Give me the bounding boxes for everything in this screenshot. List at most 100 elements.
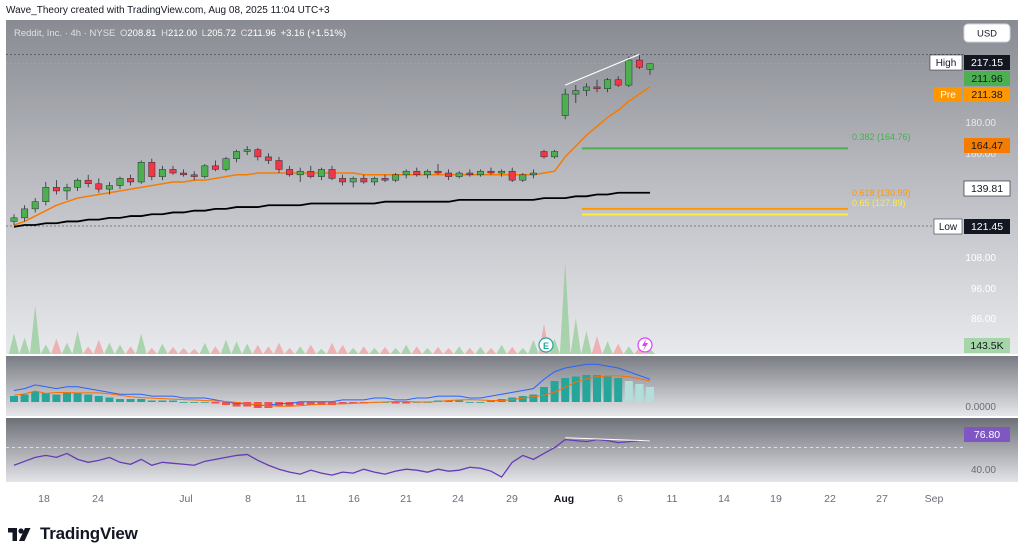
volume-bar bbox=[114, 344, 126, 354]
volume-bar bbox=[157, 343, 168, 354]
macd-hist-bar bbox=[211, 402, 220, 404]
volume-bar bbox=[40, 344, 52, 354]
candle-body bbox=[339, 178, 347, 183]
candle-body bbox=[604, 79, 612, 89]
symbol-name: Reddit, Inc. · 4h · NYSE bbox=[14, 28, 115, 39]
volume-bar bbox=[379, 346, 391, 354]
currency-button[interactable] bbox=[963, 23, 1011, 43]
macd-hist-bar bbox=[222, 402, 230, 405]
time-axis[interactable]: 18 24 Jul 8 11 16 21 24 29 Aug 6 11 14 19 22 27 Sep bbox=[38, 493, 943, 505]
volume-value: 143.5K bbox=[970, 340, 1003, 352]
last-price: 211.96 bbox=[971, 73, 1002, 85]
ohlc-legend: O208.81 H212.00 L205.72 C211.96 +3.16 (+… bbox=[120, 28, 346, 39]
footer: TradingView bbox=[8, 524, 138, 544]
volume-bar bbox=[390, 347, 401, 354]
volume-bar bbox=[326, 342, 338, 354]
rsi-line bbox=[13, 438, 650, 478]
macd-hist-bar bbox=[635, 384, 644, 402]
pre-label: Pre bbox=[940, 90, 956, 101]
time-axis-label: 27 bbox=[876, 493, 888, 505]
candle-body bbox=[296, 170, 304, 176]
resistance-trendline bbox=[564, 53, 640, 86]
pre-label-box bbox=[934, 87, 962, 102]
candle-body bbox=[508, 170, 516, 181]
volume-bar bbox=[506, 346, 518, 354]
chart-frame[interactable]: Reddit, Inc. · 4h · NYSE O208.81 H212.00… bbox=[6, 20, 1018, 510]
candle-body bbox=[137, 161, 145, 183]
candle-body bbox=[31, 201, 39, 210]
rsi-value: 76.80 bbox=[974, 429, 1000, 441]
time-axis-label: 6 bbox=[617, 493, 623, 505]
macd-hist-bar bbox=[455, 400, 464, 402]
volume-bar bbox=[602, 341, 613, 354]
volume-bar bbox=[82, 346, 94, 354]
chart-svg[interactable]: Reddit, Inc. · 4h · NYSE O208.81 H212.00… bbox=[6, 20, 1018, 510]
macd-zero-label: 0.0000 bbox=[965, 402, 996, 413]
price-tick-160: 160.00 bbox=[965, 149, 996, 160]
candle-body bbox=[52, 187, 60, 192]
candle-body bbox=[286, 169, 294, 176]
macd-hist-bar bbox=[624, 381, 633, 402]
lightning-glyph bbox=[642, 339, 648, 351]
fib-label-65: 0.65 (127.89) bbox=[852, 198, 906, 208]
time-axis-label: 11 bbox=[667, 493, 678, 505]
macd-hist-bar bbox=[391, 402, 400, 404]
candle-body bbox=[63, 187, 71, 192]
volume-bar bbox=[294, 346, 306, 354]
macd-hist-bar bbox=[529, 394, 538, 402]
ema-value-box bbox=[964, 138, 1010, 153]
macd-hist-bar bbox=[571, 376, 580, 402]
low-label: Low bbox=[939, 222, 958, 233]
sma-value: 139.81 bbox=[971, 183, 1003, 195]
macd-hist-bar bbox=[540, 387, 548, 402]
macd-line bbox=[13, 363, 651, 406]
volume-bar bbox=[496, 344, 507, 354]
volume-bar bbox=[93, 339, 105, 354]
macd-hist-bar bbox=[275, 402, 283, 407]
volume-bar bbox=[231, 341, 242, 354]
macd-hist-bar bbox=[487, 400, 495, 402]
candle-body bbox=[402, 170, 410, 176]
volume-bar bbox=[400, 344, 412, 354]
candle-body bbox=[540, 151, 548, 158]
volume-value-box bbox=[964, 338, 1010, 353]
macd-hist-bar bbox=[476, 402, 485, 403]
volume-bar bbox=[581, 331, 592, 354]
volume-bar bbox=[347, 347, 359, 354]
time-axis-label: 11 bbox=[296, 493, 307, 505]
time-axis-label: 16 bbox=[348, 493, 360, 505]
macd-hist-bar bbox=[296, 402, 305, 405]
earnings-marker[interactable] bbox=[538, 337, 554, 353]
volume-bar bbox=[51, 338, 62, 354]
volume-bar bbox=[104, 342, 115, 354]
high-label: High bbox=[936, 58, 957, 69]
fibonacci-levels bbox=[582, 147, 848, 216]
candle-body bbox=[445, 172, 453, 177]
pre-value: 211.38 bbox=[971, 89, 1002, 101]
candle-body bbox=[222, 158, 230, 170]
candle-body bbox=[307, 170, 315, 177]
candle-body bbox=[381, 178, 389, 181]
candle-body bbox=[593, 86, 601, 89]
sma-line bbox=[13, 191, 650, 228]
candle-body bbox=[392, 174, 400, 181]
candle-body bbox=[519, 174, 527, 181]
candle-body bbox=[42, 187, 50, 202]
candle-body bbox=[466, 172, 474, 176]
candle-body bbox=[254, 149, 262, 158]
macd-hist-bar bbox=[137, 399, 146, 402]
volume-bar bbox=[29, 305, 41, 354]
candle-body bbox=[328, 169, 336, 179]
volume-bar bbox=[570, 318, 582, 354]
macd-hist-bar bbox=[73, 393, 82, 402]
volume-bar bbox=[549, 338, 560, 354]
last-price-box bbox=[964, 71, 1010, 86]
macd-hist-bar bbox=[147, 400, 156, 402]
volume-bar bbox=[252, 344, 264, 354]
tradingview-logo-text: TradingView bbox=[40, 524, 138, 543]
high-value-box bbox=[964, 55, 1010, 70]
volume-bar bbox=[188, 348, 200, 354]
time-axis-label: 21 bbox=[400, 493, 412, 505]
candle-body bbox=[211, 165, 219, 170]
low-value-box bbox=[964, 219, 1010, 234]
